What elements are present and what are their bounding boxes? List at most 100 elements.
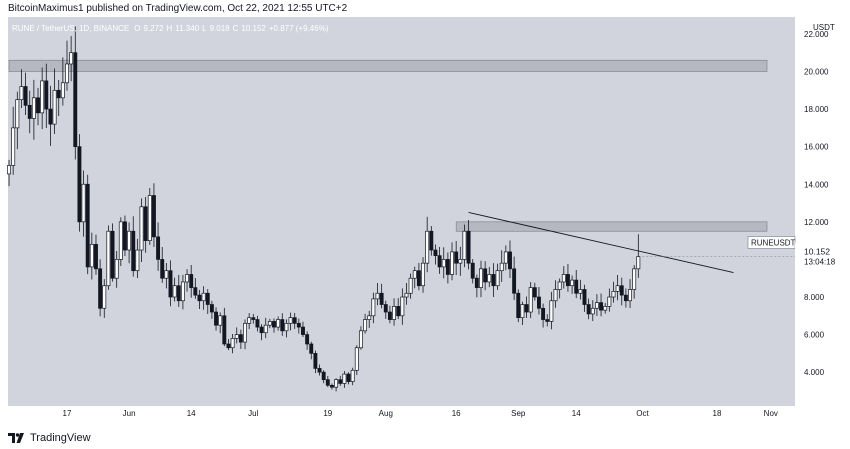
x-tick-label: 19 <box>323 409 332 418</box>
candle-body <box>375 292 380 300</box>
candle-body <box>520 304 525 319</box>
ohlc-high-value: 11.340 <box>175 24 199 33</box>
candle-body <box>127 230 132 251</box>
candle-body <box>516 292 521 319</box>
candle-body <box>60 82 65 99</box>
candle-body <box>197 294 202 302</box>
candle-body <box>499 262 504 272</box>
candle-body <box>462 230 467 260</box>
candle-body <box>156 236 161 260</box>
publication-header: BitcoinMaximus1 published on TradingView… <box>8 3 348 14</box>
candle-body <box>354 347 359 371</box>
candle-body <box>615 285 620 292</box>
ohlc-low-key: L <box>202 24 207 33</box>
candle-body <box>123 221 127 251</box>
candle-body <box>214 311 218 326</box>
candle-body <box>292 317 297 324</box>
candle-body <box>209 304 214 313</box>
tradingview-footer[interactable]: TradingView <box>8 430 91 446</box>
candle-body <box>441 259 446 268</box>
ohlc-high-key: H <box>166 24 172 33</box>
candle-body <box>524 304 529 313</box>
chart-title: RUNE / TetherUS, 1D, BINANCE <box>12 24 129 33</box>
candle-body <box>582 289 587 305</box>
candle-body <box>334 379 339 388</box>
tradingview-logo-icon <box>8 433 24 443</box>
candle-body <box>201 292 206 302</box>
candle-body <box>151 195 156 238</box>
x-tick-label: Jul <box>248 409 258 418</box>
y-tick-label: 8.000 <box>804 293 825 302</box>
candle-body <box>578 289 583 294</box>
candle-body <box>392 306 397 320</box>
candle-body <box>251 317 256 320</box>
candle-body <box>89 244 94 268</box>
ohlc-change: +0.877 (+9.46%) <box>269 24 329 33</box>
candle-body <box>379 292 384 305</box>
candle-body <box>623 294 628 302</box>
candle-body <box>77 146 82 223</box>
x-tick-label: Oct <box>636 409 649 418</box>
candle-body <box>570 279 575 287</box>
x-tick-label: Jun <box>123 409 136 418</box>
candle-body <box>168 270 173 298</box>
candle-body <box>466 230 471 264</box>
x-tick-label: Sep <box>511 409 526 418</box>
ohlc-open-key: O <box>134 24 140 33</box>
candle-body <box>607 296 612 307</box>
x-tick-label: Nov <box>764 409 778 418</box>
candle-body <box>387 311 392 320</box>
candle-body <box>557 281 562 290</box>
candle-body <box>338 379 343 384</box>
candle-body <box>139 206 144 251</box>
candle-body <box>255 319 260 328</box>
candle-body <box>226 343 231 349</box>
candle-body <box>65 63 69 84</box>
candle-body <box>267 321 272 326</box>
candle-body <box>44 80 49 110</box>
candle-body <box>81 183 86 223</box>
y-tick-label: 14.000 <box>804 180 829 189</box>
candle-body <box>69 52 74 65</box>
plot-background <box>8 17 795 406</box>
y-tick-label: 12.000 <box>804 218 829 227</box>
candle-body <box>503 251 508 264</box>
candle-body <box>491 274 496 287</box>
candle-body <box>172 285 177 298</box>
candle-body <box>218 315 223 326</box>
candle-body <box>599 302 604 311</box>
candle-body <box>284 322 289 332</box>
symbol-label: RUNEUSDT <box>751 239 796 248</box>
candle-body <box>143 206 148 241</box>
candle-body <box>205 292 210 305</box>
candle-body <box>470 262 475 279</box>
candle-body <box>48 108 53 125</box>
candle-body <box>371 298 376 317</box>
candle-body <box>474 277 479 288</box>
candle-body <box>454 251 459 264</box>
candle-body <box>309 343 314 354</box>
candle-body <box>425 230 430 264</box>
countdown-label: 13:04:18 <box>804 258 836 267</box>
candle-body <box>495 270 500 287</box>
candle-body <box>541 307 546 320</box>
candle-body <box>11 127 16 166</box>
candle-body <box>358 330 363 349</box>
descending-trendline <box>468 212 734 274</box>
candle-body <box>118 221 123 260</box>
candle-body <box>276 319 281 328</box>
candle-body <box>36 97 40 114</box>
candle-body <box>412 270 417 279</box>
candle-body <box>321 371 326 381</box>
candle-body <box>325 379 330 386</box>
candle-body <box>528 287 533 313</box>
candle-body <box>590 307 595 315</box>
candle-body <box>561 274 566 283</box>
last-price-box <box>795 243 850 268</box>
resistance-zone-mid <box>455 221 768 232</box>
candle-body <box>553 289 558 302</box>
candle-body <box>346 373 351 382</box>
x-tick-label: 16 <box>452 409 461 418</box>
candle-body <box>429 230 434 251</box>
